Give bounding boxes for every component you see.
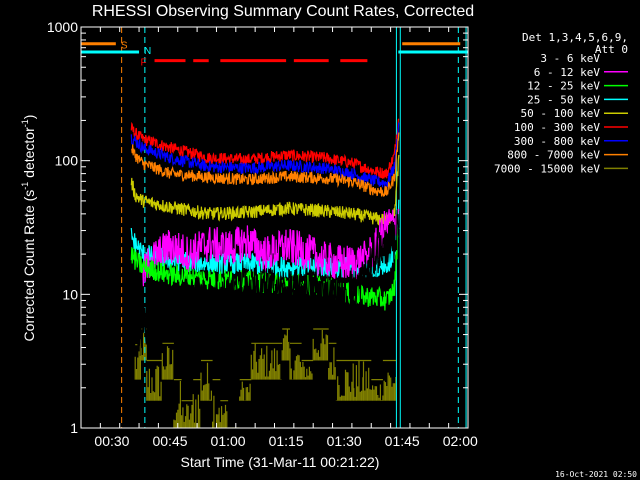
x-tick-label: 01:00 [211, 433, 246, 449]
legend-label: 100 - 300 keV [514, 121, 600, 134]
y-axis-label: Corrected Count Rate (s-1 detector-1) [20, 115, 37, 342]
flag-label-n: N [144, 46, 151, 57]
x-tick-label: 01:15 [269, 433, 304, 449]
y-tick-label: 10 [62, 286, 78, 302]
x-tick-label: 00:30 [94, 433, 129, 449]
x-axis-label: Start Time (31-Mar-11 00:21:22) [181, 454, 380, 470]
legend-label: 25 - 50 keV [527, 93, 600, 106]
series-line-2 [131, 132, 400, 197]
legend-label: 7000 - 15000 keV [494, 162, 600, 175]
series-line-7 [134, 209, 400, 352]
x-tick-label: 00:45 [152, 433, 187, 449]
flag-label-s: S [121, 41, 128, 52]
legend-label: 12 - 25 keV [527, 80, 600, 93]
x-tick-label: 01:45 [385, 433, 420, 449]
y-tick-label: 1000 [47, 19, 78, 35]
chart-title: RHESSI Observing Summary Count Rates, Co… [92, 3, 474, 20]
timestamp: 16-Oct-2021 02:50 [555, 470, 637, 479]
legend-label: 3 - 6 keV [540, 52, 600, 65]
series-line-3 [130, 154, 400, 226]
flag-label-f: F [141, 58, 147, 69]
series-line-1 [130, 122, 400, 188]
y-tick-label: 100 [55, 153, 79, 169]
legend-label: 6 - 12 keV [534, 66, 601, 79]
y-tick-label: 1 [70, 420, 78, 436]
series-7000-15000-kev [134, 328, 397, 428]
legend-label: 300 - 800 keV [514, 135, 600, 148]
x-tick-label: 01:30 [327, 433, 362, 449]
series-line-5 [142, 208, 400, 287]
x-tick-label: 02:00 [443, 433, 478, 449]
legend-label: 800 - 7000 keV [507, 149, 600, 162]
legend-header: Att 0 [595, 43, 628, 56]
legend-header: Det 1,3,4,5,6,9, [522, 31, 628, 44]
legend-label: 50 - 100 keV [521, 107, 601, 120]
